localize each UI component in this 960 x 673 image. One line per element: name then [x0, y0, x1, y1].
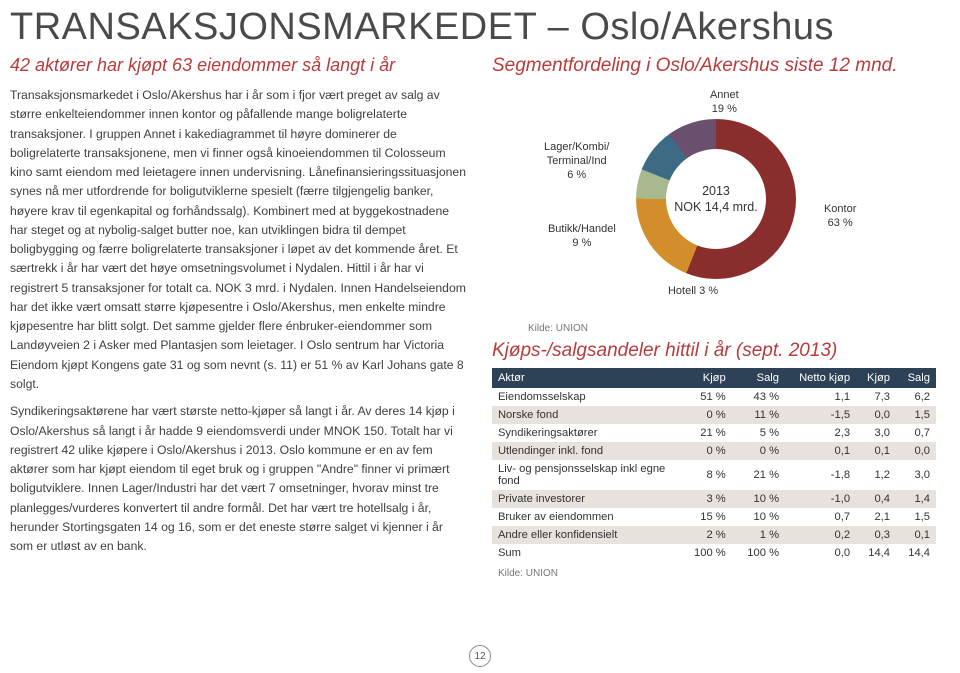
donut-center: 2013 NOK 14,4 mrd. [666, 149, 766, 249]
table-cell: 0 % [678, 406, 731, 424]
table-row: Private investorer3 %10 %-1,00,41,4 [492, 490, 936, 508]
table-cell: -1,8 [785, 460, 856, 490]
table-cell: 2,3 [785, 424, 856, 442]
table-cell: 10 % [732, 490, 785, 508]
table-cell: 43 % [732, 388, 785, 406]
table-cell: 0,1 [785, 442, 856, 460]
table-cell: 51 % [678, 388, 731, 406]
table-cell: Private investorer [492, 490, 679, 508]
donut-label: Lager/Kombi/Terminal/Ind6 % [544, 141, 609, 182]
chart-source: Kilde: UNION [528, 323, 936, 334]
table-cell: 7,3 [856, 388, 896, 406]
donut-label: Annet19 % [710, 89, 739, 117]
table-cell: 0,0 [785, 544, 856, 562]
data-table: AktørKjøpSalgNetto kjøpKjøpSalg Eiendoms… [492, 368, 936, 562]
table-cell: 0,4 [856, 490, 896, 508]
table-col-header: Salg [732, 368, 785, 388]
table-cell: 11 % [732, 406, 785, 424]
table-cell: 0,0 [896, 442, 936, 460]
table-cell: 1,5 [896, 508, 936, 526]
table-col-header: Aktør [492, 368, 679, 388]
table-cell: Andre eller konfidensielt [492, 526, 679, 544]
donut-chart: 2013 NOK 14,4 mrd. Kontor63 % Annet19 % La… [492, 83, 922, 323]
left-column: 42 aktører har kjøpt 63 eiendommer så la… [10, 53, 486, 579]
table-cell: 1 % [732, 526, 785, 544]
table-cell: Bruker av eiendommen [492, 508, 679, 526]
table-col-header: Kjøp [678, 368, 731, 388]
table-cell: 14,4 [856, 544, 896, 562]
table-cell: 1,4 [896, 490, 936, 508]
donut-label: Hotell 3 % [668, 285, 718, 299]
table-col-header: Salg [896, 368, 936, 388]
table-cell: Utlendinger inkl. fond [492, 442, 679, 460]
table-cell: Sum [492, 544, 679, 562]
left-subtitle: 42 aktører har kjøpt 63 eiendommer så la… [10, 55, 466, 76]
table-cell: 10 % [732, 508, 785, 526]
donut-center-line2: NOK 14,4 mrd. [674, 199, 757, 215]
table-cell: 0,7 [785, 508, 856, 526]
table-cell: 3,0 [896, 460, 936, 490]
table-cell: 0,2 [785, 526, 856, 544]
donut-label: Butikk/Handel9 % [548, 223, 616, 251]
donut-label: Kontor63 % [824, 203, 856, 231]
table-row: Bruker av eiendommen15 %10 %0,72,11,5 [492, 508, 936, 526]
table-cell: 0,3 [856, 526, 896, 544]
table-col-header: Netto kjøp [785, 368, 856, 388]
table-row: Norske fond0 %11 %-1,50,01,5 [492, 406, 936, 424]
table-header-row: AktørKjøpSalgNetto kjøpKjøpSalg [492, 368, 936, 388]
table-source: Kilde: UNION [498, 568, 936, 579]
table-cell: 0 % [732, 442, 785, 460]
table-cell: 2 % [678, 526, 731, 544]
table-cell: 1,2 [856, 460, 896, 490]
chart-title: Segmentfordeling i Oslo/Akershus siste 1… [492, 55, 936, 77]
body-text: Transaksjonsmarkedet i Oslo/Akershus har… [10, 86, 466, 556]
page-number: 12 [469, 645, 491, 667]
table-row: Sum100 %100 %0,014,414,4 [492, 544, 936, 562]
table-cell: -1,0 [785, 490, 856, 508]
table-row: Syndikeringsaktører21 %5 %2,33,00,7 [492, 424, 936, 442]
table-cell: 21 % [732, 460, 785, 490]
table-cell: 21 % [678, 424, 731, 442]
table-cell: 0,7 [896, 424, 936, 442]
table-cell: 1,1 [785, 388, 856, 406]
table-cell: 0 % [678, 442, 731, 460]
table-cell: Syndikeringsaktører [492, 424, 679, 442]
table-col-header: Kjøp [856, 368, 896, 388]
table-cell: Eiendomsselskap [492, 388, 679, 406]
table-cell: 0,1 [896, 526, 936, 544]
table-cell: 0,0 [856, 406, 896, 424]
table-row: Utlendinger inkl. fond0 %0 %0,10,10,0 [492, 442, 936, 460]
table-cell: Liv- og pensjonsselskap inkl egne fond [492, 460, 679, 490]
table-cell: 15 % [678, 508, 731, 526]
table-cell: 14,4 [896, 544, 936, 562]
table-row: Liv- og pensjonsselskap inkl egne fond8 … [492, 460, 936, 490]
right-column: Segmentfordeling i Oslo/Akershus siste 1… [486, 53, 936, 579]
body-para-1: Transaksjonsmarkedet i Oslo/Akershus har… [10, 86, 466, 394]
table-cell: Norske fond [492, 406, 679, 424]
table-body: Eiendomsselskap51 %43 %1,17,36,2Norske f… [492, 388, 936, 562]
table-title: Kjøps-/salgsandeler hittil i år (sept. 2… [492, 340, 936, 362]
table-cell: 3 % [678, 490, 731, 508]
table-cell: 100 % [678, 544, 731, 562]
table-cell: 100 % [732, 544, 785, 562]
table-cell: -1,5 [785, 406, 856, 424]
content-columns: 42 aktører har kjøpt 63 eiendommer så la… [0, 49, 960, 579]
table-row: Eiendomsselskap51 %43 %1,17,36,2 [492, 388, 936, 406]
table-cell: 2,1 [856, 508, 896, 526]
donut-center-line1: 2013 [702, 183, 730, 199]
page-title: TRANSAKSJONSMARKEDET – Oslo/Akershus [0, 0, 960, 49]
table-cell: 8 % [678, 460, 731, 490]
table-cell: 6,2 [896, 388, 936, 406]
table-row: Andre eller konfidensielt2 %1 %0,20,30,1 [492, 526, 936, 544]
table-cell: 5 % [732, 424, 785, 442]
table-cell: 3,0 [856, 424, 896, 442]
table-cell: 0,1 [856, 442, 896, 460]
table-cell: 1,5 [896, 406, 936, 424]
body-para-2: Syndikeringsaktørene har vært største ne… [10, 402, 466, 556]
